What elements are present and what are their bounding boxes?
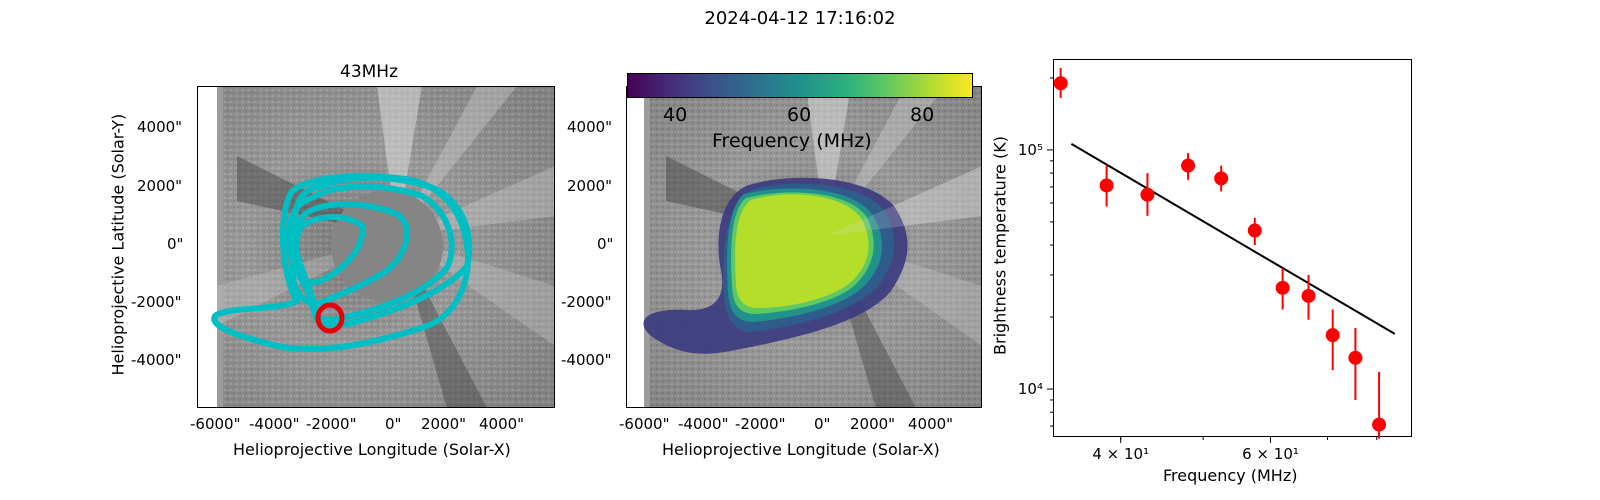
panel-left-title: 43MHz (340, 62, 399, 82)
colorbar-tick: 60 (787, 104, 812, 126)
x-tick-label: 4 × 10¹ (1092, 445, 1149, 463)
brightness-temperature-chart: 10⁴ 10⁵ 4 × 10¹ 6 × 10¹ (1018, 68, 1396, 463)
power-law-fit-line (1070, 142, 1396, 335)
ytick: 4000" (567, 118, 613, 136)
colorbar-tick: 80 (910, 104, 935, 126)
y-tick-label: 10⁵ (1018, 141, 1043, 159)
ytick: -2000" (131, 293, 182, 311)
contour-overlay (211, 173, 473, 353)
coronagraph-image-middle (626, 86, 982, 408)
xtick: -4000" (678, 415, 729, 433)
data-point (1140, 187, 1155, 202)
frequency-colorbar (627, 73, 973, 98)
figure-title: 2024-04-12 17:16:02 (704, 8, 896, 29)
xtick: 0" (814, 415, 831, 433)
panel-left-frame (197, 86, 555, 408)
data-point (1325, 328, 1340, 343)
data-point (1214, 171, 1229, 186)
data-point (1348, 350, 1363, 365)
xtick: 2000" (850, 415, 896, 433)
xtick: 4000" (479, 415, 525, 433)
ytick: -2000" (561, 293, 612, 311)
ytick: 0" (167, 235, 184, 253)
xtick: 4000" (908, 415, 954, 433)
data-point (1301, 288, 1316, 303)
ytick: 2000" (137, 177, 183, 195)
panel-middle-image (626, 86, 982, 408)
ytick: -4000" (131, 351, 182, 369)
xtick: -6000" (619, 415, 670, 433)
ytick: 4000" (137, 118, 183, 136)
chart-ylabel: Brightness temperature (K) (990, 136, 1010, 355)
panel-middle-xlabel: Helioprojective Longitude (Solar-X) (662, 440, 940, 459)
y-tick-label: 10⁴ (1018, 380, 1043, 398)
data-point (1099, 178, 1114, 193)
ytick: 2000" (567, 177, 613, 195)
xtick: -6000" (190, 415, 241, 433)
chart-frame (1053, 59, 1412, 437)
xtick: 0" (385, 415, 402, 433)
xtick: -2000" (735, 415, 786, 433)
panel-left-ylabel: Helioprojective Latitude (Solar-Y) (108, 113, 128, 376)
ytick: -4000" (561, 351, 612, 369)
xtick: 2000" (421, 415, 467, 433)
data-point (1053, 76, 1068, 91)
source-marker-ellipse (315, 302, 345, 334)
panel-left-image (197, 86, 555, 408)
xtick: -4000" (249, 415, 300, 433)
colorbar-tick: 40 (663, 104, 688, 126)
xtick: -2000" (306, 415, 357, 433)
data-point (1275, 280, 1290, 295)
contour-level-2 (285, 183, 455, 323)
data-point (1247, 223, 1262, 238)
contour-level-3 (288, 201, 410, 307)
chart-xlabel: Frequency (MHz) (1163, 466, 1298, 485)
data-point (1372, 417, 1387, 432)
ytick: 0" (597, 235, 614, 253)
data-point (1181, 158, 1196, 173)
colorbar-label: Frequency (MHz) (712, 130, 872, 152)
x-tick-label: 6 × 10¹ (1242, 445, 1299, 463)
contour-outer-arm (211, 173, 471, 353)
panel-left-xlabel: Helioprojective Longitude (Solar-X) (233, 440, 511, 459)
contour-level-4 (292, 214, 366, 286)
